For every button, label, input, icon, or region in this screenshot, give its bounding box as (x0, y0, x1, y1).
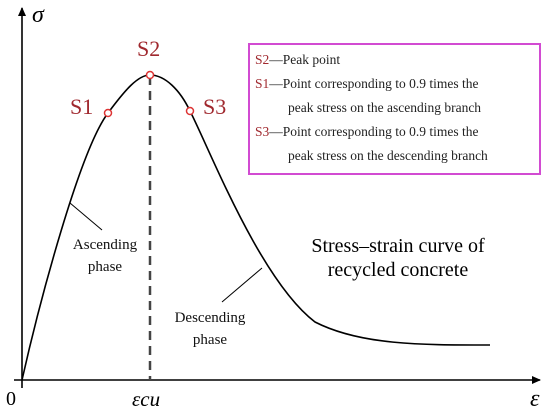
peak-strain-label: εcu (132, 387, 160, 411)
point-marker (103, 108, 113, 118)
phase-label: Ascending (73, 237, 138, 253)
pointer (69, 202, 103, 231)
legend-entry: S1—Point corresponding to 0.9 times the (255, 76, 479, 91)
pointer (221, 267, 263, 303)
title: recycled concrete (328, 259, 469, 281)
point-label: S1 (70, 94, 93, 119)
phase-label: phase (88, 259, 122, 275)
origin-label: 0 (6, 388, 16, 410)
point-marker (145, 70, 155, 80)
point-marker (185, 106, 195, 116)
legend-box (248, 43, 541, 175)
legend-entry: S2—Peak point (255, 52, 340, 67)
y-axis-label: σ (32, 2, 45, 28)
point-label: S3 (203, 94, 226, 119)
legend-entry: S3—Point corresponding to 0.9 times the (255, 124, 479, 139)
legend-entry: peak stress on the ascending branch (288, 100, 481, 115)
legend-entry: peak stress on the descending branch (288, 148, 488, 163)
phase-label: phase (193, 332, 227, 348)
phase-label: Descending (175, 310, 246, 326)
title: Stress–strain curve of (311, 235, 485, 257)
x-axis-label: ε (530, 386, 540, 412)
point-label: S2 (137, 36, 160, 61)
stress-strain-curve (21, 74, 491, 381)
